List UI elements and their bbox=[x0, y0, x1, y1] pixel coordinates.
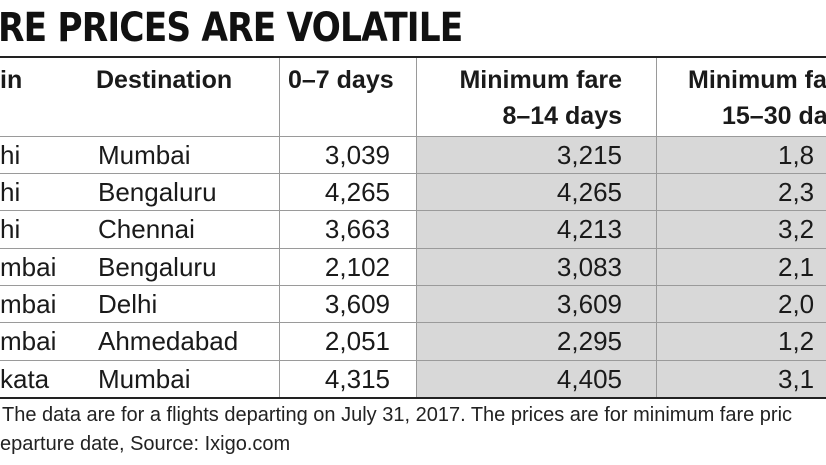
cell-destination: Chennai bbox=[98, 214, 195, 244]
cell-origin: mbai bbox=[0, 326, 57, 356]
row-divider bbox=[0, 360, 826, 361]
cell-fare-8-14: 3,215 bbox=[556, 140, 622, 170]
cell-fare-0-7: 2,102 bbox=[324, 252, 390, 282]
header-origin: in bbox=[0, 66, 23, 94]
row-divider bbox=[0, 173, 826, 174]
header-destination: Destination bbox=[96, 66, 233, 94]
cell-fare-8-14: 4,265 bbox=[556, 177, 622, 207]
cell-fare-0-7: 3,663 bbox=[324, 214, 390, 244]
column-divider bbox=[656, 58, 657, 398]
cell-fare-0-7: 3,609 bbox=[324, 289, 390, 319]
column-divider bbox=[279, 58, 280, 398]
cell-fare-15-30: 2,3 bbox=[778, 177, 815, 207]
row-divider bbox=[0, 210, 826, 211]
header-8-14-days: 8–14 days bbox=[502, 102, 622, 130]
page-title: RE PRICES ARE VOLATILE bbox=[0, 5, 463, 51]
row-divider bbox=[0, 285, 826, 286]
column-divider bbox=[416, 58, 417, 398]
cell-fare-8-14: 4,213 bbox=[556, 214, 622, 244]
cell-origin: hi bbox=[0, 214, 21, 244]
cell-fare-0-7: 3,039 bbox=[324, 140, 390, 170]
cell-fare-15-30: 1,2 bbox=[778, 326, 815, 356]
header-divider bbox=[0, 136, 826, 137]
cell-fare-15-30: 3,2 bbox=[778, 214, 815, 244]
cell-fare-0-7: 2,051 bbox=[324, 326, 390, 356]
cell-fare-8-14: 2,295 bbox=[556, 326, 622, 356]
cell-fare-0-7: 4,265 bbox=[324, 177, 390, 207]
footnote-line-1: The data are for a flights departing on … bbox=[2, 404, 793, 426]
cell-destination: Bengaluru bbox=[98, 177, 217, 207]
bottom-rule bbox=[0, 397, 826, 399]
cell-fare-8-14: 4,405 bbox=[556, 364, 622, 394]
cell-origin: mbai bbox=[0, 252, 57, 282]
header-min-fare-15-30: Minimum fa bbox=[688, 66, 826, 94]
cell-fare-0-7: 4,315 bbox=[324, 364, 390, 394]
cell-fare-15-30: 2,1 bbox=[778, 252, 815, 282]
header-min-fare-8-14: Minimum fare bbox=[459, 66, 622, 94]
cell-fare-15-30: 2,0 bbox=[778, 289, 815, 319]
header-15-30-days: 15–30 da bbox=[722, 102, 826, 130]
cell-origin: hi bbox=[0, 177, 21, 207]
footnote-line-2: eparture date, Source: Ixigo.com bbox=[0, 433, 291, 455]
cell-origin: mbai bbox=[0, 289, 57, 319]
cell-fare-15-30: 1,8 bbox=[778, 140, 815, 170]
cell-origin: kata bbox=[0, 364, 50, 394]
cell-destination: Mumbai bbox=[98, 140, 191, 170]
top-rule bbox=[0, 56, 826, 58]
cell-destination: Mumbai bbox=[98, 364, 191, 394]
cell-destination: Bengaluru bbox=[98, 252, 217, 282]
cell-fare-8-14: 3,609 bbox=[556, 289, 622, 319]
cell-fare-8-14: 3,083 bbox=[556, 252, 622, 282]
cell-destination: Delhi bbox=[98, 289, 158, 319]
cell-fare-15-30: 3,1 bbox=[778, 364, 815, 394]
row-divider bbox=[0, 322, 826, 323]
cell-destination: Ahmedabad bbox=[98, 326, 239, 356]
row-divider bbox=[0, 248, 826, 249]
cell-origin: hi bbox=[0, 140, 21, 170]
header-0-7-days: 0–7 days bbox=[288, 66, 394, 94]
shaded-fare-area bbox=[416, 137, 826, 398]
